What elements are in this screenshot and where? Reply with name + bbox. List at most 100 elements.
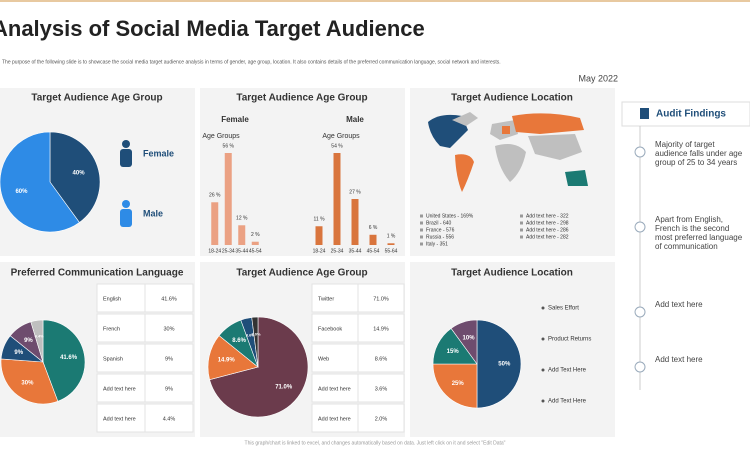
bar-value-label: 2 % [251,232,260,238]
panels [0,88,615,437]
legend-marker [520,228,523,232]
pie-slice [49,131,101,223]
table-cell [357,373,405,403]
subtitle: The purpose of the following slide is to… [2,59,501,65]
panel-title: Target Audience Location [451,268,573,279]
x-tick-label: 25-34 [331,248,344,254]
bar [251,241,259,245]
timeline-node [634,146,646,158]
x-tick-label: 45-54 [249,248,262,254]
location-legend-item: Italy - 351 [426,241,448,247]
audit-item: Majority of target audience falls under … [655,140,743,167]
panel-title: Target Audience Age Group [236,93,367,104]
bar [315,226,323,245]
legend-marker [520,214,523,218]
slice-label: 3.6% [246,332,256,337]
table-value: 8.6% [375,356,388,362]
table-cell [311,373,359,403]
pie-slice [450,319,478,365]
table-category: Add text here [103,386,136,392]
table-cell [96,373,146,403]
bar [211,202,219,245]
table-value: 4.4% [163,416,176,422]
table-cell [144,403,194,433]
map-australia [565,170,588,186]
map-south-america [455,154,474,192]
slice-label: 14.9% [218,358,236,364]
x-tick-label: 35-44 [349,248,362,254]
pie-slice [251,316,259,368]
bar-value-label: 1 % [387,234,396,240]
location-legend-item: Russia - 556 [426,234,454,240]
slice-label: 30% [21,380,34,386]
timeline-node [634,306,646,318]
legend-label: Male [143,208,163,218]
location-legend-item: Add text here - 322 [526,213,569,219]
pie-slice [432,363,478,409]
table-category: English [103,296,121,302]
location-legend-item: France - 576 [426,227,455,233]
bar-value-label: 56 % [223,143,235,149]
table-value: 9% [165,386,173,392]
legend-icon-body [120,209,132,227]
x-tick-label: 18-24 [208,248,221,254]
table-value: 2.0% [375,416,388,422]
legend-label: Product Returns [548,337,591,343]
table-cell [357,403,405,433]
map-greenland [452,112,478,126]
table-cell [144,283,194,313]
x-tick-label: 35-44 [235,248,248,254]
table-cell [311,313,359,343]
bar-value-label: 6 % [369,225,378,231]
map-africa [495,144,526,182]
table-value: 41.6% [161,296,177,302]
legend-dot [541,399,545,403]
slice-label: 4.4% [35,333,45,338]
map-asia [528,134,582,160]
bar [333,153,341,245]
table-value: 30% [163,326,174,332]
table-category: Add text here [318,386,351,392]
map-north-america [428,114,468,148]
world-map [428,112,588,192]
location-legend-item: Add text here - 298 [526,220,569,226]
panel-title: Target Audience Age Group [31,93,162,104]
legend-dot [541,337,545,341]
table-cell [96,403,146,433]
legend-marker [420,214,423,218]
x-tick-label: 55-64 [385,248,398,254]
table-category: Spanish [103,356,123,362]
table-cell [96,343,146,373]
legend-marker [420,235,423,239]
location-legend-item: United States - 169% [426,213,474,219]
table-cell [357,343,405,373]
table-category: Add text here [103,416,136,422]
bar-value-label: 26 % [209,193,221,199]
bar [369,234,377,245]
slice-label: 2.0% [251,332,261,337]
legend-dot [541,306,545,310]
table-category: Twitter [318,296,334,302]
slice-label: 25% [452,381,465,387]
x-tick-label: 18-24 [313,248,326,254]
table-category: Facebook [318,326,342,332]
table-cell [311,283,359,313]
slice-label: 41.6% [60,355,78,361]
table-category: Add text here [318,416,351,422]
bar-chart-subtitle: Age Groups [202,133,240,140]
date: May 2022 [578,73,618,83]
location-legend-item: Add text here - 282 [526,234,569,240]
legend-marker [520,235,523,239]
bar [387,243,395,245]
legend-icon-head [122,200,130,208]
bar-chart-subtitle: Age Groups [322,133,360,140]
table-value: 3.6% [375,386,388,392]
table-cell [144,343,194,373]
x-tick-label: 25-34 [222,248,235,254]
table-cell [357,313,405,343]
title: Analysis of Social Media Target Audience [0,16,425,41]
legend-marker [420,242,423,246]
table-cell [144,373,194,403]
legend-marker [520,221,523,225]
